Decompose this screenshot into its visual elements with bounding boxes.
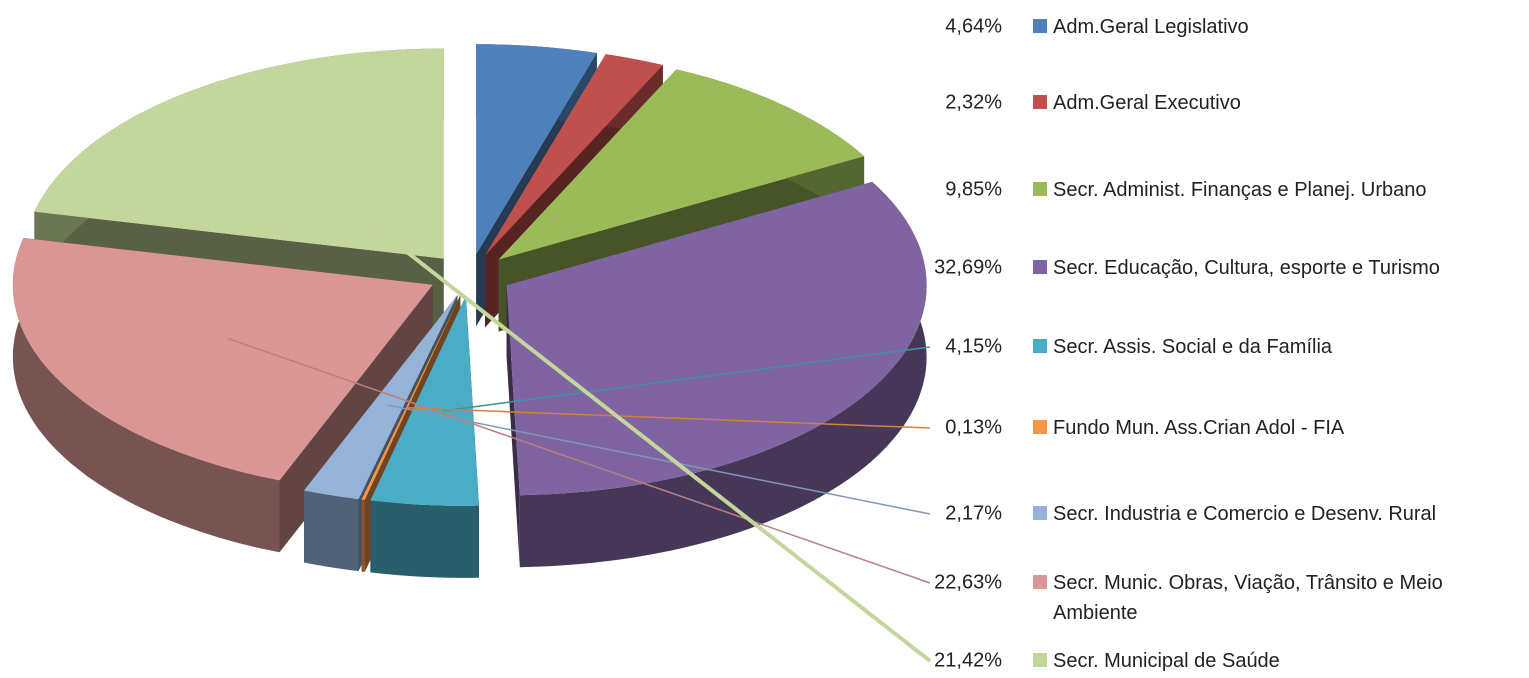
data-label: 4,15% (945, 335, 1002, 357)
legend-item: Adm.Geral Legislativo (1053, 16, 1249, 38)
data-label: 22,63% (934, 571, 1002, 593)
slice-outer-wall (519, 181, 927, 568)
data-label: 2,32% (945, 91, 1002, 113)
leader-line (298, 166, 932, 663)
legend-swatch (1033, 506, 1047, 520)
legend-item: Secr. Municipal de Saúde (1053, 650, 1280, 672)
data-label: 2,17% (945, 502, 1002, 524)
legend-label: Adm.Geral Legislativo (1053, 16, 1249, 38)
slice-top (476, 44, 597, 255)
leader-line (406, 407, 931, 429)
slice-outer-wall (304, 490, 359, 572)
slice-top (506, 181, 927, 496)
legend-item: Fundo Mun. Ass.Crian Adol - FIA (1053, 417, 1345, 439)
slice-outer-wall (361, 499, 365, 572)
legend-label: Secr. Educação, Cultura, esporte e Turis… (1053, 257, 1440, 279)
slice-top (34, 48, 444, 259)
legend-label: Secr. Municipal de Saúde (1053, 650, 1280, 672)
legend-swatch (1033, 653, 1047, 667)
legend-swatch (1033, 260, 1047, 274)
legend-swatch (1033, 182, 1047, 196)
data-label: 21,42% (934, 649, 1002, 671)
slice-outer-wall (370, 500, 479, 578)
legend-item: Secr. Assis. Social e da Família (1053, 336, 1333, 358)
slice-top (12, 238, 433, 481)
legend-swatch (1033, 420, 1047, 434)
slice-top (361, 295, 461, 500)
legend-label: Fundo Mun. Ass.Crian Adol - FIA (1053, 417, 1345, 439)
legend-label: Secr. Administ. Finanças e Planej. Urban… (1053, 179, 1427, 201)
data-label: 4,64% (945, 15, 1002, 37)
slice-top (370, 295, 479, 506)
slice-top (304, 295, 458, 500)
slice-top (485, 54, 663, 256)
legend-item: Secr. Munic. Obras, Viação, Trânsito e M… (1053, 572, 1443, 624)
legend-swatch (1033, 575, 1047, 589)
legend-swatch (1033, 339, 1047, 353)
slice-radial-wall (506, 285, 520, 568)
legend-item: Secr. Industria e Comercio e Desenv. Rur… (1053, 503, 1437, 525)
data-label: 0,13% (945, 416, 1002, 438)
legend-label: Adm.Geral Executivo (1053, 92, 1241, 114)
pie-slice (506, 181, 927, 568)
pie-slice (370, 295, 479, 578)
legend-label: Secr. Munic. Obras, Viação, Trânsito e M… (1053, 572, 1443, 624)
legend-swatch (1033, 95, 1047, 109)
legend-item: Secr. Administ. Finanças e Planej. Urban… (1053, 179, 1427, 201)
leader-line (387, 404, 931, 515)
legend-label: Secr. Assis. Social e da Família (1053, 336, 1333, 358)
leader-line (442, 346, 931, 412)
leader-line (228, 338, 931, 584)
legend-item: Secr. Educação, Cultura, esporte e Turis… (1053, 257, 1440, 279)
data-label: 32,69% (934, 256, 1002, 278)
legend-label: Secr. Industria e Comercio e Desenv. Rur… (1053, 503, 1437, 525)
slice-top (498, 69, 865, 260)
legend-swatch (1033, 19, 1047, 33)
legend-item: Adm.Geral Executivo (1053, 92, 1241, 114)
data-label: 9,85% (945, 178, 1002, 200)
slice-outer-wall (12, 238, 280, 553)
